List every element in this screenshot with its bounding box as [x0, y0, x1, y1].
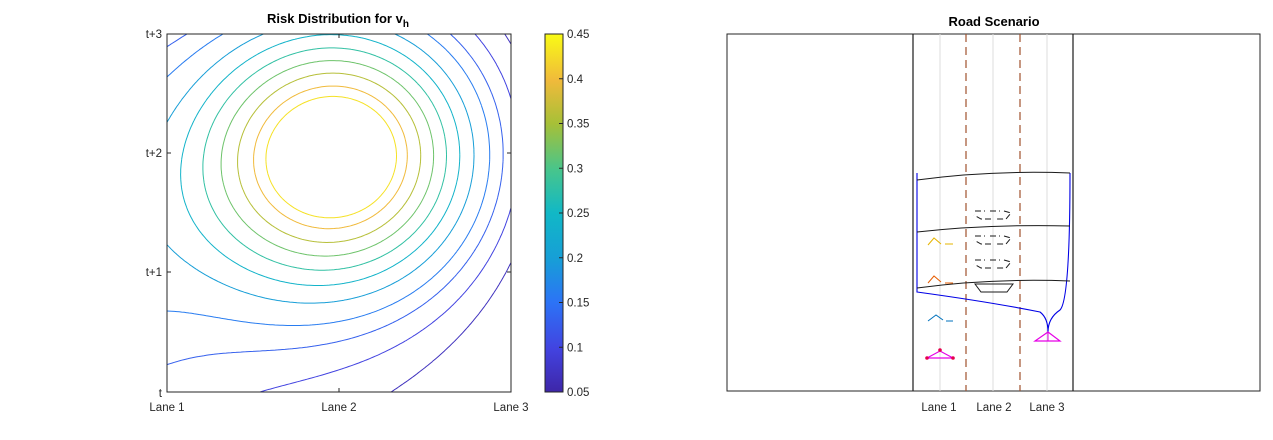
colorbar: 0.05 0.1 0.15 0.2 0.25 0.3 0.35 0.4 0.45	[545, 29, 589, 399]
right-chart-title: Road Scenario	[948, 14, 1039, 29]
road-scenario-chart: Road Scenario	[727, 14, 1260, 414]
contour-line	[266, 96, 397, 217]
xtick-label: Lane 3	[493, 402, 528, 414]
contour-line	[238, 73, 421, 242]
contour-line	[254, 86, 408, 229]
ytick-label: t	[159, 388, 163, 400]
colorbar-ticks: 0.05 0.1 0.15 0.2 0.25 0.3 0.35 0.4 0.45	[559, 29, 589, 399]
ytick-label: t+3	[146, 29, 162, 41]
colorbar-tick-label: 0.25	[567, 208, 589, 220]
contour-line	[203, 48, 447, 270]
contour-line	[221, 61, 434, 257]
xtick-label: Lane 2	[321, 402, 356, 414]
xtick-label: Lane 1	[921, 402, 956, 414]
left-chart-title: Risk Distribution for vh	[267, 11, 409, 30]
xtick-label: Lane 1	[149, 402, 184, 414]
colorbar-tick-label: 0.45	[567, 29, 589, 41]
colorbar-tick-label: 0.35	[567, 119, 589, 131]
risk-contour-chart: Risk Distribution for vh t+3 t+2 t+1 t L…	[146, 11, 590, 414]
ytick-label: t+2	[146, 148, 162, 160]
colorbar-tick-label: 0.05	[567, 387, 589, 399]
xtick-label: Lane 3	[1029, 402, 1064, 414]
xtick-label: Lane 2	[976, 402, 1011, 414]
left-axes-box	[167, 34, 511, 392]
contour-line	[167, 34, 490, 326]
ytick-label: t+1	[146, 267, 162, 279]
ego-vehicle	[1035, 332, 1060, 341]
contour-line	[181, 35, 460, 286]
colorbar-tick-label: 0.2	[567, 253, 583, 265]
current-vehicle-lane2	[975, 284, 1013, 292]
colorbar-tick-label: 0.15	[567, 298, 589, 310]
contour-lines	[167, 34, 511, 392]
colorbar-tick-label: 0.3	[567, 163, 583, 175]
colorbar-tick-label: 0.1	[567, 342, 583, 354]
colorbar-tick-label: 0.4	[567, 74, 584, 86]
